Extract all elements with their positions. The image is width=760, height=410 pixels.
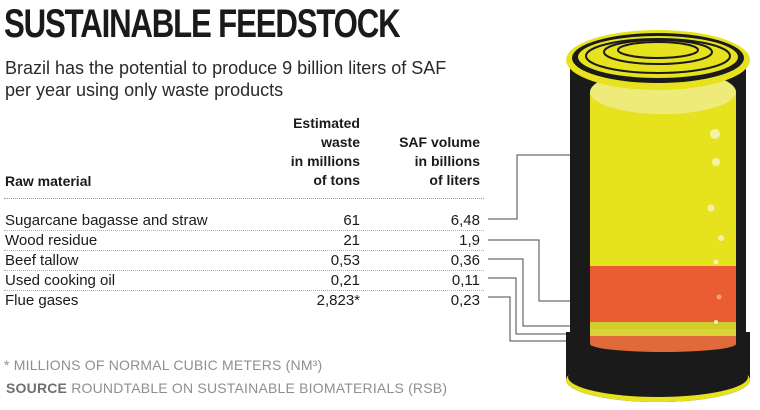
- table-row: Used cooking oil 0,21 0,11: [4, 271, 484, 291]
- waste-header-line: Estimated: [293, 115, 360, 131]
- row-waste: 61: [343, 212, 360, 229]
- row-saf: 0,11: [451, 272, 480, 289]
- bubble: [714, 320, 718, 324]
- leader-line-flue-gases: [488, 296, 593, 342]
- row-waste: 0,53: [330, 252, 360, 269]
- fluid-cooking-oil: [590, 329, 736, 336]
- leader-line-wood: [488, 239, 593, 302]
- row-name: Flue gases: [5, 292, 79, 309]
- fluid-wood-residue: [590, 266, 736, 322]
- row-name: Beef tallow: [5, 252, 79, 269]
- bubble: [707, 204, 715, 212]
- saf-header-line: in billions: [414, 153, 480, 169]
- header-divider: [4, 198, 484, 199]
- table-row: Sugarcane bagasse and straw 61 6,48: [4, 211, 484, 231]
- page-title: SUSTAINABLE FEEDSTOCK: [4, 2, 401, 46]
- can-top-lid-center: [617, 41, 699, 59]
- row-name: Wood residue: [5, 232, 98, 249]
- row-saf: 1,9: [459, 232, 480, 249]
- bubble: [716, 294, 722, 300]
- raw-material-header: Raw material: [5, 173, 92, 189]
- table-row: Flue gases 2,823* 0,23: [4, 291, 484, 310]
- source-label: SOURCE: [6, 380, 68, 396]
- fluid-sugarcane: [590, 92, 736, 266]
- saf-header-line: SAF volume: [399, 134, 480, 150]
- bubble: [712, 158, 720, 166]
- row-saf: 0,23: [450, 292, 480, 309]
- row-saf: 6,48: [450, 212, 480, 229]
- table-row: Beef tallow 0,53 0,36: [4, 251, 484, 271]
- subtitle: Brazil has the potential to produce 9 bi…: [5, 58, 447, 100]
- waste-header: Estimated waste in millions of tons: [250, 114, 360, 190]
- saf-header: SAF volume in billions of liters: [380, 133, 480, 190]
- bubble: [710, 129, 720, 139]
- row-saf: 0,36: [450, 252, 480, 269]
- fluid-beef-tallow: [590, 322, 736, 329]
- source-text: ROUNDTABLE ON SUSTAINABLE BIOMATERIALS (…: [67, 380, 448, 396]
- leader-line-sugarcane: [488, 154, 596, 220]
- source-line: SOURCE ROUNDTABLE ON SUSTAINABLE BIOMATE…: [6, 380, 447, 396]
- row-name: Sugarcane bagasse and straw: [5, 212, 208, 229]
- can-top-lid-ring: [603, 39, 713, 65]
- saf-header-line: of liters: [429, 172, 480, 188]
- leader-line-beef-tallow: [488, 258, 593, 327]
- row-waste: 0,21: [330, 272, 360, 289]
- row-waste: 21: [343, 232, 360, 249]
- fuel-can: [566, 30, 750, 402]
- bubble: [718, 235, 724, 241]
- can-body-base: [570, 347, 746, 383]
- waste-header-line: waste: [321, 134, 360, 150]
- waste-header-line: of tons: [313, 172, 360, 188]
- leader-line-cooking-oil: [488, 277, 593, 335]
- row-name: Used cooking oil: [5, 272, 116, 289]
- bubble: [713, 259, 719, 265]
- waste-header-line: in millions: [290, 153, 360, 169]
- table-row: Wood residue 21 1,9: [4, 231, 484, 251]
- fluid-bottom: [590, 336, 736, 352]
- row-waste: 2,823*: [316, 292, 360, 309]
- footnote: * MILLIONS OF NORMAL CUBIC METERS (NM³): [4, 357, 323, 373]
